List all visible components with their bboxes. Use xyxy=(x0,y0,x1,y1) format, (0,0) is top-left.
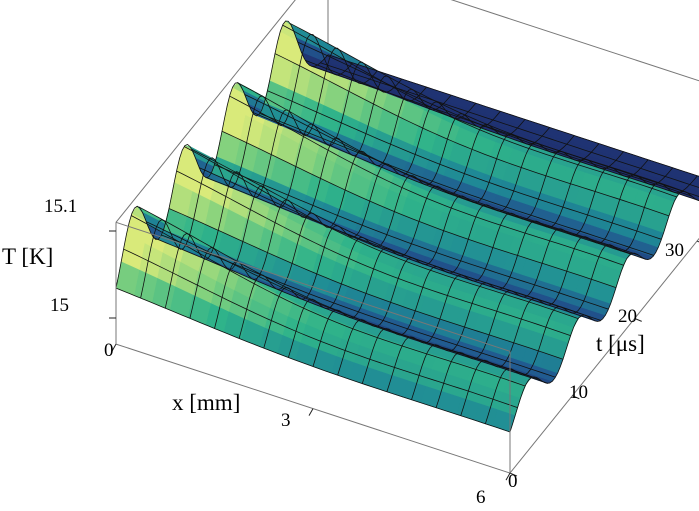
mesh-line-x xyxy=(289,23,685,192)
mesh-line-x xyxy=(168,208,564,360)
mesh-line-x xyxy=(244,94,639,256)
mesh-line-x xyxy=(305,60,699,202)
mesh-line-x xyxy=(130,215,526,387)
mesh-line-x xyxy=(123,248,518,408)
mesh-line-x xyxy=(206,177,601,321)
mesh-line-x xyxy=(153,237,548,384)
z-tick-label-0: 15 xyxy=(50,295,69,316)
y-tick-mark xyxy=(634,317,642,322)
z-axis-label: T [K] xyxy=(2,244,53,269)
mesh-line-x xyxy=(176,170,571,337)
mesh-line-x xyxy=(259,113,654,256)
x-tick-mark xyxy=(111,343,117,352)
y-tick-mark xyxy=(696,240,699,243)
y-tick-label-2: 20 xyxy=(618,306,637,327)
mesh-line-x xyxy=(267,90,662,240)
mesh-line-x xyxy=(282,24,677,198)
y-tick-label-0: 0 xyxy=(508,471,518,492)
mesh-line-x xyxy=(320,62,699,188)
x-axis-label: x [mm] xyxy=(172,390,240,415)
mesh-line-x xyxy=(199,167,594,321)
mesh-line-x xyxy=(327,54,699,177)
axis-ticks xyxy=(109,230,699,481)
mesh-line-x xyxy=(236,82,632,255)
box-edge xyxy=(509,237,699,474)
mesh-line-x xyxy=(252,111,647,260)
x-tick-mark xyxy=(505,472,511,481)
mesh-line-x xyxy=(312,66,699,197)
box-edge xyxy=(115,0,296,223)
y-axis-label: t [μs] xyxy=(596,331,645,356)
mesh-line-x xyxy=(229,95,624,266)
x-tick-mark xyxy=(308,408,314,416)
y-tick-mark xyxy=(572,395,580,400)
mesh-line-x xyxy=(214,164,609,310)
box-edge xyxy=(115,221,511,352)
mesh-line-x xyxy=(221,130,617,289)
y-tick-mark xyxy=(509,472,518,477)
x-tick-label-2: 6 xyxy=(476,487,486,508)
x-tick-label-1: 3 xyxy=(281,410,291,431)
z-tick-label-1: 15.1 xyxy=(44,196,77,217)
mesh-line-x xyxy=(161,234,556,378)
y-tick-label-3: 30 xyxy=(665,240,684,261)
mesh-line-x xyxy=(115,287,511,433)
mesh-line-x xyxy=(138,206,533,378)
mesh-line-x xyxy=(183,146,579,320)
mesh-line-x xyxy=(297,41,692,197)
box-edge xyxy=(450,0,699,82)
mesh-line-x xyxy=(274,53,670,217)
temperature-surface xyxy=(115,20,699,433)
x-tick-label-0: 0 xyxy=(104,340,114,361)
y-tick-label-1: 10 xyxy=(569,382,588,403)
